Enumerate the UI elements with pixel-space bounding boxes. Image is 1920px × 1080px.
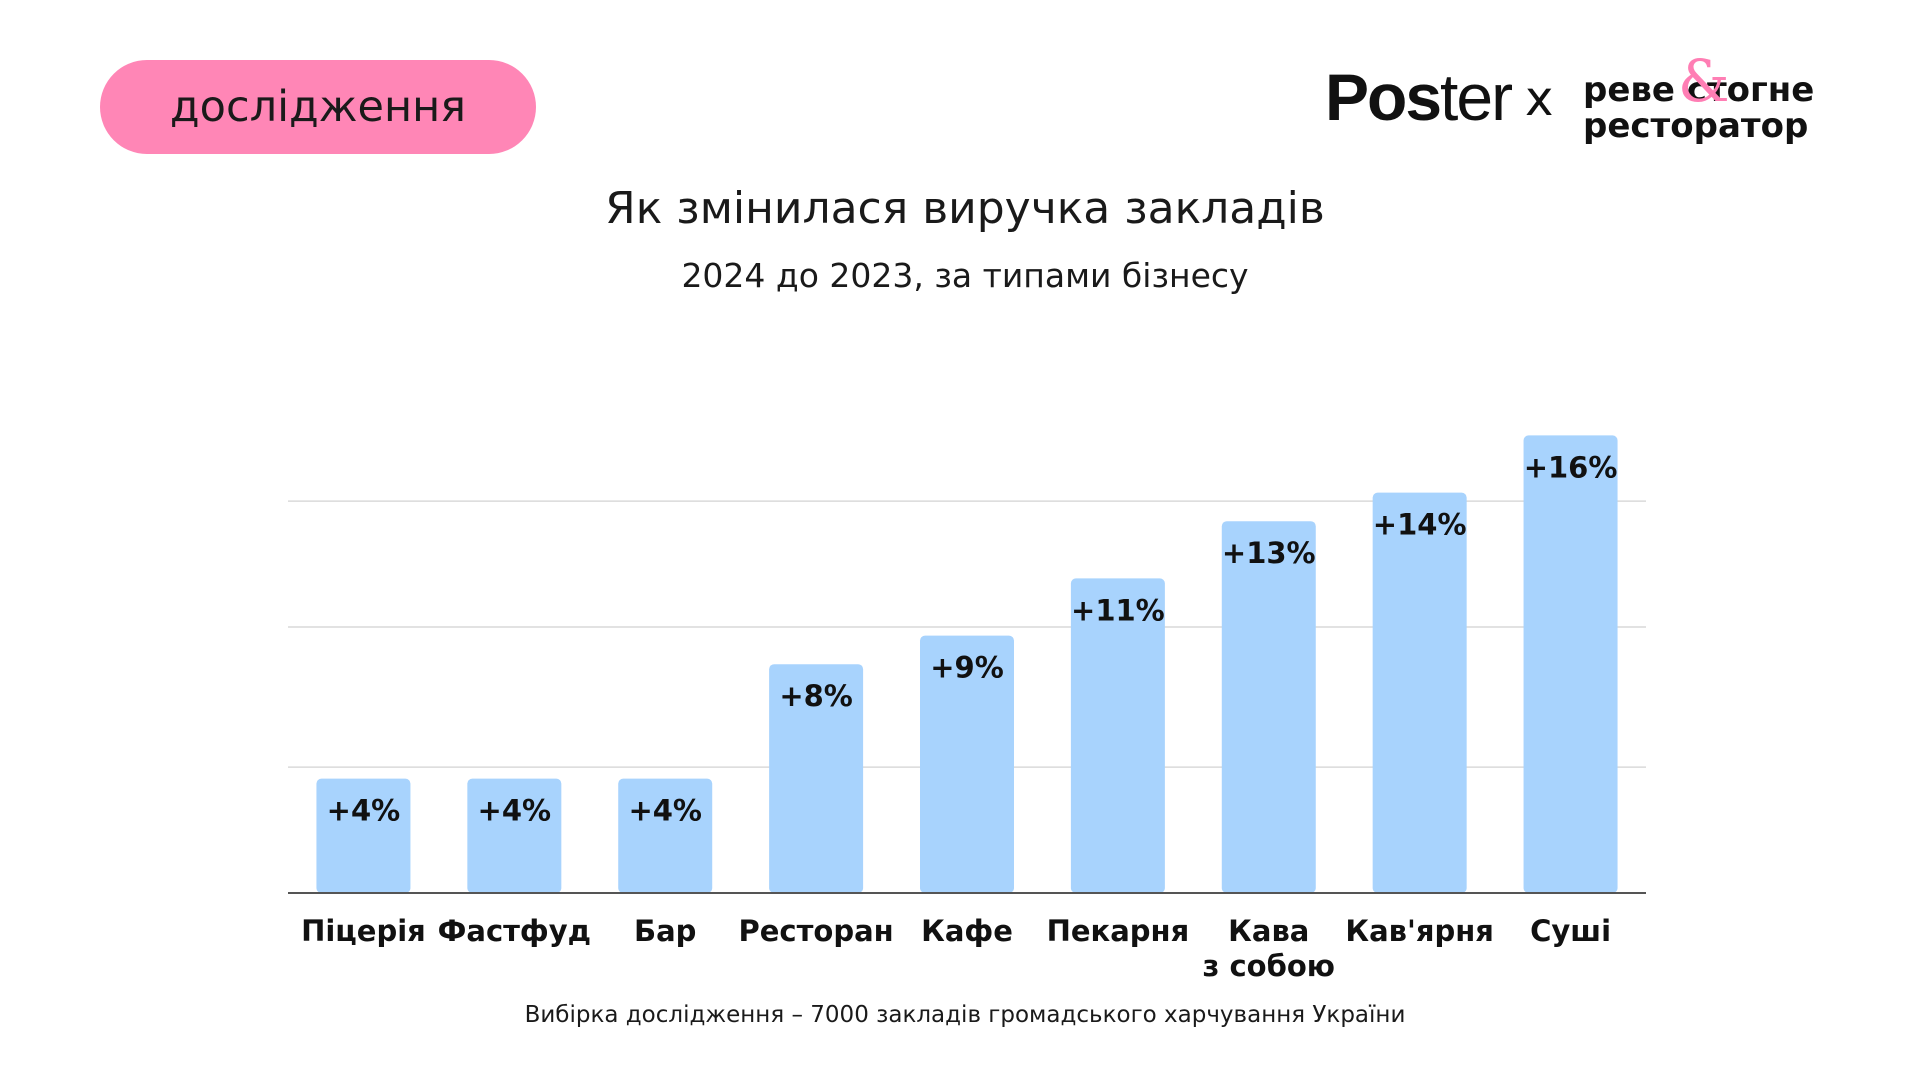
bar-3	[618, 778, 713, 893]
partner-logo: реве стогне ресторатор	[1583, 72, 1814, 144]
category-label-4: Ресторан	[739, 914, 894, 948]
chart-title: Як змінилася виручка закладів	[605, 183, 1325, 234]
category-label-7-line1: Кава	[1228, 914, 1309, 948]
data-label-6: +11%	[1071, 593, 1165, 627]
bar-5	[920, 635, 1014, 893]
data-label-8: +14%	[1373, 508, 1467, 542]
category-label-8: Кав'ярня	[1345, 914, 1494, 948]
category-label-1: Піцерія	[301, 914, 426, 948]
data-label-3: +4%	[628, 794, 702, 828]
category-label-3: Бар	[634, 914, 696, 948]
bar-4	[769, 664, 864, 893]
data-label-1: +4%	[327, 794, 401, 828]
partner-logo-line2: ресторатор	[1583, 106, 1809, 146]
bar-8	[1372, 492, 1467, 893]
category-label-7-line2: з собою	[1203, 949, 1335, 983]
bar-1	[316, 778, 411, 893]
bar-7	[1221, 521, 1316, 893]
data-label-2: +4%	[478, 794, 552, 828]
data-label-7: +13%	[1222, 536, 1316, 570]
category-label-2: Фастфуд	[438, 914, 591, 948]
logo-separator: x	[1525, 71, 1554, 127]
bar-9	[1523, 435, 1618, 893]
data-label-5: +9%	[930, 651, 1004, 685]
chart-subtitle: 2024 до 2023, за типами бізнесу	[681, 256, 1249, 295]
poster-logo-light: ter	[1440, 60, 1513, 134]
research-badge-label: дослідження	[169, 82, 467, 132]
research-badge: дослідження	[100, 60, 536, 154]
category-label-5: Кафе	[921, 914, 1013, 948]
category-label-6: Пекарня	[1047, 914, 1190, 948]
partner-logo-line1: реве стогне	[1583, 70, 1815, 110]
footnote: Вибірка дослідження – 7000 закладів гром…	[524, 1002, 1406, 1028]
partner-logo-ampersand: &	[1678, 47, 1730, 115]
bar-6	[1070, 578, 1165, 893]
data-label-9: +16%	[1524, 450, 1618, 484]
poster-logo-bold: Pos	[1325, 60, 1442, 134]
data-label-4: +8%	[779, 679, 853, 713]
poster-logo: Poster	[1325, 64, 1513, 130]
category-label-9: Суші	[1530, 914, 1611, 948]
bar-2	[467, 778, 562, 893]
